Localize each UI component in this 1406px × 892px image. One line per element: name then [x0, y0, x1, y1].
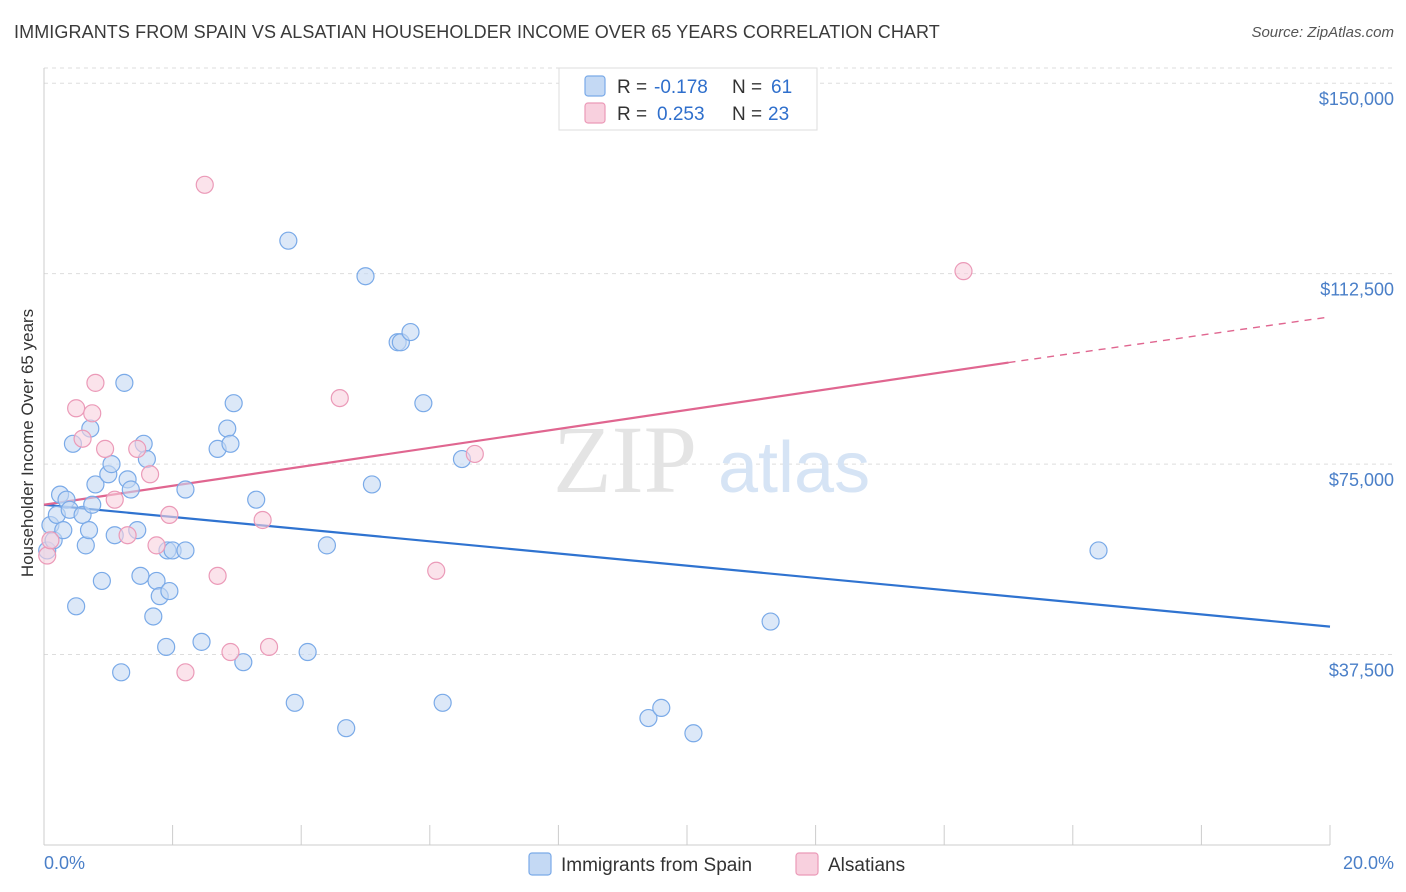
- point-spain-50[interactable]: [362, 475, 382, 494]
- point-alsatian-21[interactable]: [465, 444, 484, 464]
- legend-swatch-blue: [584, 75, 606, 97]
- point-spain-49[interactable]: [356, 267, 375, 286]
- bottom-legend-swatch-pink[interactable]: [795, 852, 819, 876]
- legend-n-value-1: 61: [771, 77, 792, 98]
- point-spain-41[interactable]: [224, 394, 243, 413]
- point-spain-36[interactable]: [176, 480, 195, 499]
- trend-line-alsatian: [43, 361, 1009, 506]
- point-spain-25[interactable]: [131, 566, 150, 585]
- point-alsatian-2[interactable]: [67, 399, 86, 418]
- chart-title: IMMIGRANTS FROM SPAIN VS ALSATIAN HOUSEH…: [14, 22, 940, 42]
- bottom-legend: Immigrants from Spain Alsatians: [528, 852, 905, 876]
- point-alsatian-17[interactable]: [253, 510, 272, 530]
- point-alsatian-9[interactable]: [128, 439, 147, 458]
- point-spain-35[interactable]: [176, 541, 195, 560]
- y-tick-label-0: $37,500: [1329, 661, 1394, 681]
- point-spain-20[interactable]: [112, 663, 131, 682]
- legend-r-value-1: -0.178: [654, 77, 708, 98]
- point-alsatian-14[interactable]: [195, 175, 214, 194]
- point-alsatian-0[interactable]: [38, 546, 57, 565]
- y-tick-label-1: $75,000: [1329, 470, 1394, 490]
- point-alsatian-18[interactable]: [259, 637, 279, 657]
- point-spain-45[interactable]: [285, 693, 304, 712]
- point-alsatian-11[interactable]: [147, 536, 166, 555]
- point-alsatian-16[interactable]: [221, 642, 240, 662]
- trend-line-spain: [43, 503, 1331, 628]
- point-spain-43[interactable]: [247, 490, 266, 509]
- point-spain-9[interactable]: [67, 597, 86, 616]
- legend-box: R = -0.178 N = 61 R = 0.253 N = 23: [558, 67, 818, 131]
- point-alsatian-3[interactable]: [73, 429, 92, 448]
- point-spain-59[interactable]: [684, 724, 703, 743]
- bottom-legend-label-alsatians[interactable]: Alsatians: [828, 855, 905, 876]
- point-alsatian-6[interactable]: [95, 439, 115, 458]
- point-alsatian-10[interactable]: [140, 465, 160, 484]
- y-tick-label-2: $112,500: [1320, 280, 1394, 300]
- point-spain-12[interactable]: [79, 521, 99, 540]
- legend-swatch-pink: [584, 102, 606, 124]
- point-spain-48[interactable]: [337, 719, 356, 738]
- point-alsatian-22[interactable]: [954, 262, 973, 281]
- x-tick-label-min: 0.0%: [44, 853, 85, 873]
- legend-r-label-1: R =: [617, 77, 647, 98]
- point-spain-60[interactable]: [761, 612, 780, 631]
- point-alsatian-20[interactable]: [427, 561, 446, 580]
- point-spain-5[interactable]: [54, 521, 73, 540]
- source-label[interactable]: Source: ZipAtlas.com: [1251, 24, 1394, 41]
- point-alsatian-19[interactable]: [330, 388, 349, 408]
- point-alsatian-7[interactable]: [105, 490, 124, 509]
- point-spain-11[interactable]: [76, 536, 95, 555]
- legend-n-value-2: 23: [768, 104, 789, 125]
- point-alsatian-13[interactable]: [176, 663, 195, 682]
- trend-line-extension-alsatian: [1008, 316, 1331, 364]
- data-points: [38, 175, 1108, 743]
- point-spain-47[interactable]: [317, 536, 337, 555]
- grid-lines: [44, 67, 1394, 656]
- point-spain-33[interactable]: [160, 581, 179, 601]
- legend-r-value-2: 0.253: [657, 104, 705, 125]
- point-spain-16[interactable]: [92, 571, 111, 591]
- point-alsatian-12[interactable]: [160, 505, 179, 525]
- point-alsatian-5[interactable]: [86, 373, 105, 392]
- point-spain-14[interactable]: [83, 495, 102, 514]
- point-spain-31[interactable]: [157, 637, 176, 657]
- legend-r-label-2: R =: [617, 104, 647, 125]
- point-spain-54[interactable]: [414, 394, 433, 413]
- legend-n-label-2: N =: [732, 104, 762, 125]
- y-tick-labels: $37,500 $75,000 $112,500 $150,000: [1319, 89, 1394, 680]
- legend-n-label-1: N =: [732, 77, 762, 98]
- point-spain-37[interactable]: [192, 632, 211, 651]
- point-spain-39[interactable]: [218, 419, 237, 438]
- x-tick-label-max: 20.0%: [1343, 853, 1394, 873]
- watermark-atlas: atlas: [718, 428, 870, 508]
- point-alsatian-15[interactable]: [208, 566, 227, 585]
- watermark-zip: ZIP: [553, 406, 697, 513]
- point-spain-46[interactable]: [298, 642, 317, 662]
- point-spain-28[interactable]: [144, 607, 163, 626]
- point-spain-42[interactable]: [234, 653, 253, 672]
- point-spain-57[interactable]: [639, 708, 658, 728]
- point-alsatian-1[interactable]: [41, 531, 60, 550]
- point-spain-21[interactable]: [115, 373, 134, 392]
- point-spain-53[interactable]: [401, 322, 420, 342]
- point-spain-44[interactable]: [279, 231, 298, 250]
- point-spain-18[interactable]: [102, 455, 121, 474]
- point-alsatian-4[interactable]: [83, 404, 102, 423]
- watermark: ZIP atlas: [553, 406, 870, 513]
- y-axis-label: Householder Income Over 65 years: [18, 309, 37, 577]
- y-tick-label-3: $150,000: [1319, 89, 1394, 109]
- point-spain-61[interactable]: [1089, 541, 1108, 560]
- point-spain-23[interactable]: [121, 480, 140, 499]
- point-spain-58[interactable]: [652, 698, 671, 717]
- x-ticks: [43, 825, 1331, 845]
- point-spain-55[interactable]: [433, 693, 452, 712]
- bottom-legend-label-spain[interactable]: Immigrants from Spain: [561, 855, 752, 876]
- bottom-legend-swatch-blue[interactable]: [528, 852, 552, 876]
- point-alsatian-8[interactable]: [118, 526, 137, 545]
- point-spain-40[interactable]: [221, 434, 240, 453]
- point-spain-15[interactable]: [86, 475, 105, 494]
